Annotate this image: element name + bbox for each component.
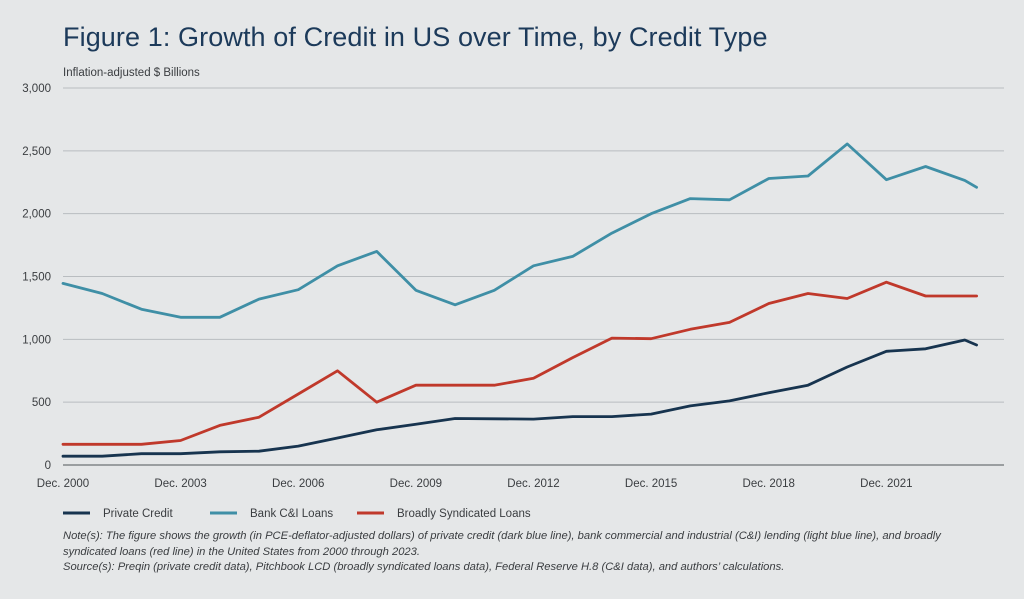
chart-title: Figure 1: Growth of Credit in US over Ti… bbox=[63, 22, 768, 52]
y-axis-label: Inflation-adjusted $ Billions bbox=[63, 67, 200, 79]
series-line-0 bbox=[61, 338, 978, 458]
series-line-1 bbox=[61, 142, 978, 319]
y-tick-label: 1,000 bbox=[22, 334, 51, 346]
x-tick-label: Dec. 2012 bbox=[507, 478, 559, 490]
y-tick-label: 2,000 bbox=[22, 209, 51, 221]
legend-label: Bank C&I Loans bbox=[250, 508, 333, 520]
source-text: Source(s): Preqin (private credit data),… bbox=[63, 561, 785, 573]
x-tick-label: Dec. 2003 bbox=[154, 478, 206, 490]
y-tick-label: 1,500 bbox=[22, 272, 51, 284]
x-tick-labels: Dec. 2000 Dec. 2003 Dec. 2006 Dec. 2009 Dec.… bbox=[37, 478, 913, 490]
y-tick-label: 500 bbox=[32, 397, 51, 409]
legend-label: Broadly Syndicated Loans bbox=[397, 508, 531, 520]
y-tick-labels: 0 500 1,000 1,500 2,000 2,500 3,000 bbox=[22, 83, 51, 472]
x-tick-label: Dec. 2018 bbox=[743, 478, 795, 490]
legend-label: Private Credit bbox=[103, 508, 173, 520]
chart-notes: Note(s): The figure shows the growth (in… bbox=[63, 529, 993, 576]
gridlines bbox=[63, 87, 1004, 466]
y-tick-label: 2,500 bbox=[22, 146, 51, 158]
x-tick-label: Dec. 2015 bbox=[625, 478, 677, 490]
y-tick-label: 0 bbox=[45, 460, 51, 472]
note-text: Note(s): The figure shows the growth (in… bbox=[63, 530, 941, 558]
series-lines bbox=[61, 142, 978, 458]
x-tick-label: Dec. 2006 bbox=[272, 478, 324, 490]
series-line-2 bbox=[61, 280, 978, 446]
y-tick-label: 3,000 bbox=[22, 83, 51, 95]
x-tick-label: Dec. 2021 bbox=[860, 478, 912, 490]
x-tick-label: Dec. 2000 bbox=[37, 478, 89, 490]
x-tick-label: Dec. 2009 bbox=[390, 478, 442, 490]
legend: Private Credit Bank C&I Loans Broadly Synd… bbox=[63, 508, 531, 520]
